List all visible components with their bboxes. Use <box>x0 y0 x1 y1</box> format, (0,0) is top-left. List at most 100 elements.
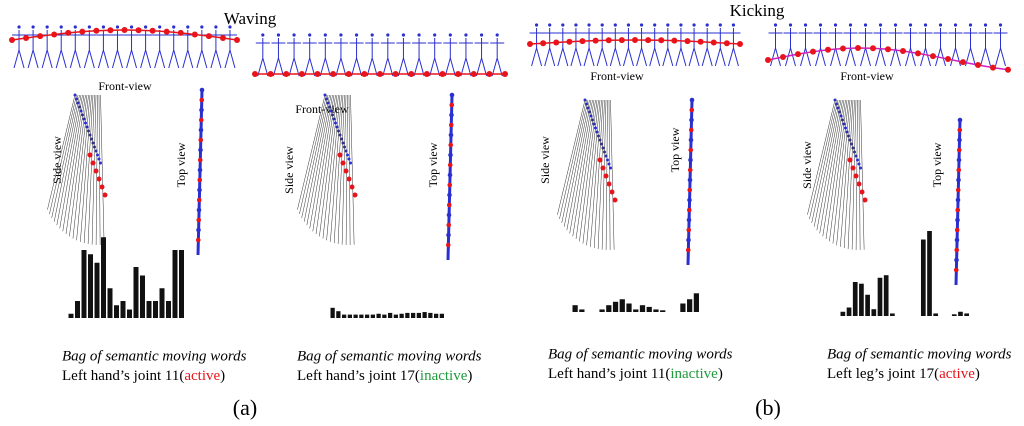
joint <box>199 128 204 133</box>
joint <box>689 128 694 133</box>
joint <box>984 23 987 26</box>
histogram-bar <box>933 313 938 316</box>
side-skeleton <box>338 95 344 244</box>
subfigure-label: (b) <box>755 395 781 420</box>
trajectory-point <box>136 27 142 33</box>
histogram-bar <box>88 254 93 318</box>
histogram-bar <box>440 314 444 318</box>
skeleton <box>635 28 649 66</box>
histogram-bar <box>687 299 692 312</box>
skeleton <box>556 28 570 66</box>
skeleton <box>443 38 457 76</box>
joint <box>688 178 693 183</box>
view-label: Side view <box>538 136 552 184</box>
joint-state: inactive <box>420 368 468 384</box>
joint <box>689 138 694 143</box>
trajectory-point <box>711 39 717 45</box>
skeleton <box>350 38 364 76</box>
joint <box>858 163 861 166</box>
joint <box>198 158 203 163</box>
figure: Waving Kicking (a) (b) Front-viewSide vi… <box>0 0 1024 426</box>
histogram-bar <box>958 312 963 316</box>
skeleton <box>919 28 933 66</box>
joint <box>687 188 692 193</box>
joint <box>355 33 358 36</box>
side-skeleton <box>101 95 105 245</box>
trajectory-point <box>79 29 85 35</box>
view-label: Top view <box>174 142 188 187</box>
joint-state: inactive <box>670 366 718 382</box>
joint <box>349 162 352 165</box>
joint <box>339 134 342 137</box>
trajectory-point <box>854 174 859 179</box>
joint <box>789 23 792 26</box>
joint <box>480 33 483 36</box>
histogram-bar <box>400 314 404 318</box>
joint <box>732 23 735 26</box>
trajectory-point <box>338 153 343 158</box>
joint <box>342 142 345 145</box>
joint <box>402 33 405 36</box>
histogram-bar <box>411 313 415 318</box>
histogram-bar <box>82 250 87 318</box>
trajectory-point <box>780 54 786 60</box>
joint <box>548 23 551 26</box>
trajectory-point <box>593 38 599 44</box>
trajectory-point <box>103 193 108 198</box>
histogram-bar <box>348 315 352 318</box>
joint <box>609 167 612 170</box>
joint-text: Left hand’s joint 11( <box>62 368 184 384</box>
joint-state: active <box>184 368 220 384</box>
histogram-bar <box>114 305 119 318</box>
joint <box>31 25 34 28</box>
trajectory-point <box>945 56 951 62</box>
joint <box>200 25 203 28</box>
histogram-bar <box>434 314 438 318</box>
trajectory-point <box>863 198 868 203</box>
trajectory-point <box>601 166 606 171</box>
joint <box>627 23 630 26</box>
joint <box>449 113 454 118</box>
histogram-bar <box>847 308 852 317</box>
joint <box>599 139 602 142</box>
trajectory-point <box>234 37 240 43</box>
joint <box>606 159 609 162</box>
histogram-bar <box>841 312 846 316</box>
trajectory-point <box>344 169 349 174</box>
histogram-bar <box>377 314 381 318</box>
trajectory-point <box>604 174 609 179</box>
joint <box>614 23 617 26</box>
joint <box>819 23 822 26</box>
view-label: Front-view <box>98 79 152 93</box>
joint <box>955 208 960 213</box>
joint <box>98 158 101 161</box>
side-skeleton <box>598 100 604 249</box>
skeleton <box>428 38 442 76</box>
view-label: Front-view <box>590 69 644 83</box>
histogram-bar <box>160 288 165 318</box>
joint-close: ) <box>220 368 225 384</box>
figure-title: Kicking <box>730 1 785 20</box>
trajectory-point <box>91 161 96 166</box>
joint <box>89 134 92 137</box>
histogram-bar <box>428 313 432 318</box>
trajectory-point <box>220 35 226 41</box>
histogram-bar <box>573 305 578 312</box>
joint <box>449 133 454 138</box>
histogram-bar <box>382 315 386 318</box>
side-skeleton <box>570 100 593 233</box>
joint <box>449 33 452 36</box>
joint <box>954 258 959 263</box>
joint <box>689 108 694 113</box>
histogram-bar <box>140 276 145 319</box>
joint <box>956 178 961 183</box>
joint <box>955 228 960 233</box>
side-skeleton <box>859 100 860 250</box>
joint <box>197 198 202 203</box>
joint <box>909 23 912 26</box>
skeleton <box>569 28 583 66</box>
side-skeleton <box>69 95 87 236</box>
skeleton <box>167 30 181 68</box>
joint <box>956 198 961 203</box>
joint <box>464 33 467 36</box>
